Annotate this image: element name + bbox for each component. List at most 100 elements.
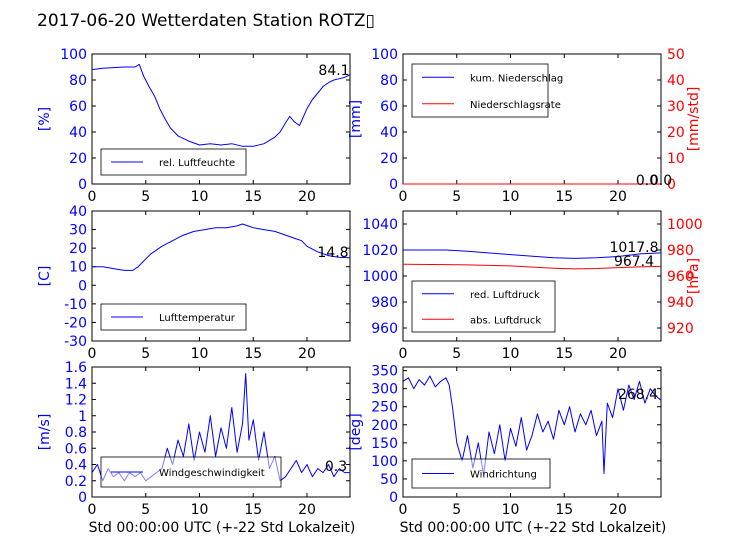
- x-tick-label: 20: [298, 189, 316, 205]
- y-tick-label: 1040: [362, 217, 398, 233]
- last-value-label: 268.4: [618, 387, 658, 403]
- y-right-tick-label: 40: [667, 73, 685, 89]
- y-axis-label: [C]: [37, 266, 53, 287]
- chart-panel-4: 0 5 10 15 20 960 980 1000 1020 1040 920 940 960 980 10…: [362, 210, 703, 362]
- y-tick-label: 60: [380, 99, 398, 115]
- chart-panel-1: 0 5 10 15 20 0 20 40 60 80 100 [%] rel. Luftfeuchte 8…: [37, 47, 351, 205]
- y-tick-label: 60: [69, 99, 87, 115]
- y-axis-label: [m/s]: [37, 414, 53, 451]
- x-tick-label: 0: [88, 189, 97, 205]
- y-tick-label: 0.4: [65, 458, 87, 474]
- y-tick-label: -10: [64, 297, 87, 313]
- y-tick-label: 80: [69, 73, 87, 89]
- x-tick-label: 20: [298, 346, 316, 362]
- y-tick-label: -30: [64, 334, 87, 350]
- figure-title: 2017-06-20 Wetterdaten Station ROTZ▯: [37, 11, 375, 31]
- series-line-1: [403, 249, 662, 259]
- x-tick-label: 20: [609, 189, 627, 205]
- y-tick-label: 40: [380, 125, 398, 141]
- x-tick-label: 15: [555, 346, 573, 362]
- y-tick-label: 1.2: [65, 393, 87, 409]
- y-right-tick-label: 920: [667, 321, 694, 337]
- y-tick-label: 50: [380, 472, 398, 488]
- last-value-label: 967.4: [614, 254, 654, 270]
- x-tick-label: 5: [141, 346, 150, 362]
- chart-panel-5: 0 5 10 15 20 00.20.40.60.811.21.41.6 [m/s] Wind…: [37, 360, 351, 518]
- y-axis-label: [deg]: [348, 413, 364, 450]
- chart-panel-2: 0 5 10 15 20 0 20 40 60 80 100 0 10 20 30 40 50 [mm/std] […: [348, 47, 702, 205]
- series-line-1: [402, 375, 662, 476]
- x-tick-label: 20: [298, 502, 316, 518]
- y-tick-label: 10: [69, 260, 87, 276]
- x-tick-label: 5: [452, 189, 461, 205]
- y-tick-label: 100: [60, 47, 87, 63]
- plot-frame: [402, 366, 662, 498]
- x-tick-label: 20: [609, 346, 627, 362]
- y-right-tick-label: 10: [667, 151, 685, 167]
- y-tick-label: 0: [78, 278, 87, 294]
- y-tick-label: 1000: [362, 269, 398, 285]
- x-tick-label: 5: [141, 189, 150, 205]
- y-axis-label: [mm]: [348, 100, 364, 138]
- x-tick-label: 15: [555, 189, 573, 205]
- x-axis-label-right: Std 00:00:00 UTC (+-22 Std Lokalzeit): [400, 520, 667, 536]
- y-right-tick-label: 1000: [667, 217, 703, 233]
- y-axis-label-right: [hPa]: [686, 258, 702, 294]
- series-line-1: [92, 223, 351, 271]
- series-line-2: [402, 263, 662, 270]
- y-right-tick-label: 20: [667, 125, 685, 141]
- y-tick-label: 100: [371, 47, 398, 63]
- chart-panel-3: 0 5 10 15 20 -30 -20 -10 0 10 20 30 40 [C] Lufttempera…: [37, 204, 351, 362]
- x-axis-label-left: Std 00:00:00 UTC (+-22 Std Lokalzeit): [89, 520, 356, 536]
- y-tick-label: 0.2: [65, 474, 87, 490]
- last-value-label: 84.1: [318, 63, 349, 79]
- plot-frame: [91, 53, 351, 185]
- x-tick-label: 10: [191, 502, 209, 518]
- last-value-label: 1017.8: [610, 240, 659, 256]
- x-tick-label: 0: [88, 346, 97, 362]
- x-tick-label: 15: [244, 189, 262, 205]
- y-axis-label-right: [mm/std]: [686, 87, 702, 152]
- series-line-1: [91, 63, 351, 147]
- y-tick-label: 1.4: [65, 376, 87, 392]
- x-tick-label: 5: [141, 502, 150, 518]
- legend-box: [411, 280, 556, 333]
- y-tick-label: 200: [371, 418, 398, 434]
- y-tick-label: 0: [389, 177, 398, 193]
- chart-panel-6: 0 5 10 15 20050100150200250300350[deg]Windri…: [348, 364, 662, 518]
- x-tick-label: 10: [502, 346, 520, 362]
- y-tick-label: 1020: [362, 243, 398, 259]
- y-right-tick-label: 0: [667, 177, 676, 193]
- last-value-label: 0.3: [325, 459, 347, 475]
- legend-label: Lufttemperatur: [159, 313, 236, 324]
- x-tick-label: 0: [399, 502, 408, 518]
- x-tick-label: 5: [452, 346, 461, 362]
- y-tick-label: 1: [78, 409, 87, 425]
- y-tick-label: 350: [371, 364, 398, 380]
- last-value-label: 14.8: [317, 245, 348, 261]
- y-tick-label: 20: [380, 151, 398, 167]
- x-tick-label: 0: [399, 189, 408, 205]
- y-tick-label: 0.6: [65, 441, 87, 457]
- legend-label: Niederschlagsrate: [470, 100, 561, 111]
- legend-label: abs. Luftdruck: [470, 315, 541, 326]
- y-tick-label: 40: [69, 125, 87, 141]
- legend-label: red. Luftdruck: [470, 290, 540, 301]
- y-tick-label: 0: [78, 177, 87, 193]
- y-right-tick-label: 940: [667, 295, 694, 311]
- legend-label: kum. Niederschlag: [470, 73, 563, 84]
- y-tick-label: 960: [371, 321, 398, 337]
- x-tick-label: 10: [191, 189, 209, 205]
- x-tick-label: 20: [609, 502, 627, 518]
- x-tick-label: 15: [244, 346, 262, 362]
- y-tick-label: 100: [371, 454, 398, 470]
- y-tick-label: 300: [371, 382, 398, 398]
- x-tick-label: 15: [244, 502, 262, 518]
- legend-label: Windgeschwindigkeit: [159, 468, 265, 479]
- y-tick-label: 40: [69, 204, 87, 220]
- x-tick-label: 10: [502, 502, 520, 518]
- y-tick-label: 250: [371, 400, 398, 416]
- y-tick-label: -20: [64, 315, 87, 331]
- x-tick-label: 15: [555, 502, 573, 518]
